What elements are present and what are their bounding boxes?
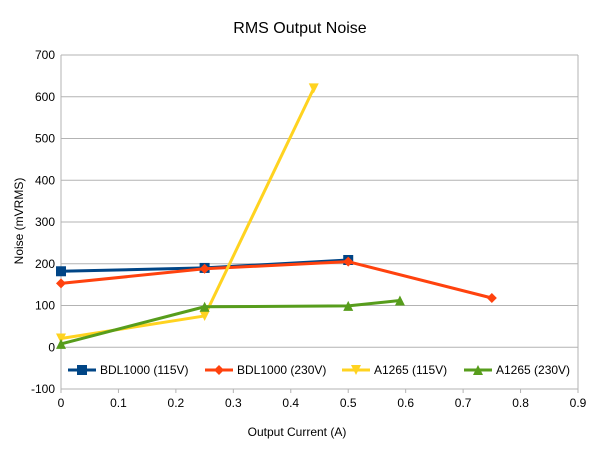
x-tick-label: 0.9 <box>570 396 587 410</box>
legend: BDL1000 (115V) BDL1000 (230V) A1265 (115V)… <box>68 363 570 377</box>
y-tick-label: 500 <box>35 132 55 146</box>
y-tick-label: 700 <box>35 48 55 62</box>
x-tick-label: 0.3 <box>225 396 242 410</box>
data-point <box>199 301 210 312</box>
x-tick-label: 0.6 <box>397 396 414 410</box>
y-tick-label: 0 <box>48 340 55 354</box>
legend-item: BDL1000 (115V) <box>68 363 189 377</box>
legend-item: BDL1000 (230V) <box>205 363 326 377</box>
data-point <box>199 263 210 274</box>
series-line <box>60 260 493 300</box>
series-layer <box>56 83 497 349</box>
x-tick-label: 0.7 <box>455 396 472 410</box>
legend-label: A1265 (230V) <box>496 363 570 377</box>
legend-label: BDL1000 (115V) <box>100 363 189 377</box>
data-point <box>308 83 319 94</box>
legend-marker <box>351 365 361 375</box>
x-axis-label: Output Current (A) <box>248 425 347 439</box>
grid <box>60 54 579 393</box>
legend-item: A1265 (115V) <box>342 363 447 377</box>
x-tick-label: 0.2 <box>168 396 185 410</box>
chart-title: RMS Output Noise <box>233 20 366 37</box>
y-tick-label: 600 <box>35 90 55 104</box>
series-line <box>60 298 401 346</box>
data-point <box>56 338 66 349</box>
y-tick-label: 100 <box>35 299 55 313</box>
series-1 <box>56 256 497 303</box>
y-tick-label: 300 <box>35 215 55 229</box>
y-axis-label: Noise (mVRMS) <box>12 178 26 265</box>
series-2 <box>56 83 319 344</box>
legend-label: A1265 (115V) <box>374 363 447 377</box>
legend-label: BDL1000 (230V) <box>237 363 326 377</box>
data-point <box>486 292 497 303</box>
y-tick-label: -100 <box>31 382 55 396</box>
x-tick-label: 0.1 <box>110 396 127 410</box>
data-point <box>56 278 66 289</box>
data-point <box>343 256 354 267</box>
y-tick-label: 200 <box>35 257 55 271</box>
x-tick-label: 0 <box>58 396 65 410</box>
data-point <box>56 333 66 344</box>
data-point <box>394 295 405 306</box>
x-tick-label: 0.5 <box>340 396 357 410</box>
series-3 <box>56 295 405 349</box>
legend-marker <box>77 365 87 375</box>
y-tick-label: 400 <box>35 173 55 187</box>
legend-marker <box>214 365 224 375</box>
data-point <box>199 310 210 321</box>
data-point <box>56 266 66 277</box>
data-point <box>343 300 354 311</box>
legend-item: A1265 (230V) <box>464 363 570 377</box>
x-tick-label: 0.8 <box>512 396 529 410</box>
legend-marker <box>473 365 483 375</box>
x-tick-label: 0.4 <box>282 396 299 410</box>
series-line <box>60 87 316 340</box>
